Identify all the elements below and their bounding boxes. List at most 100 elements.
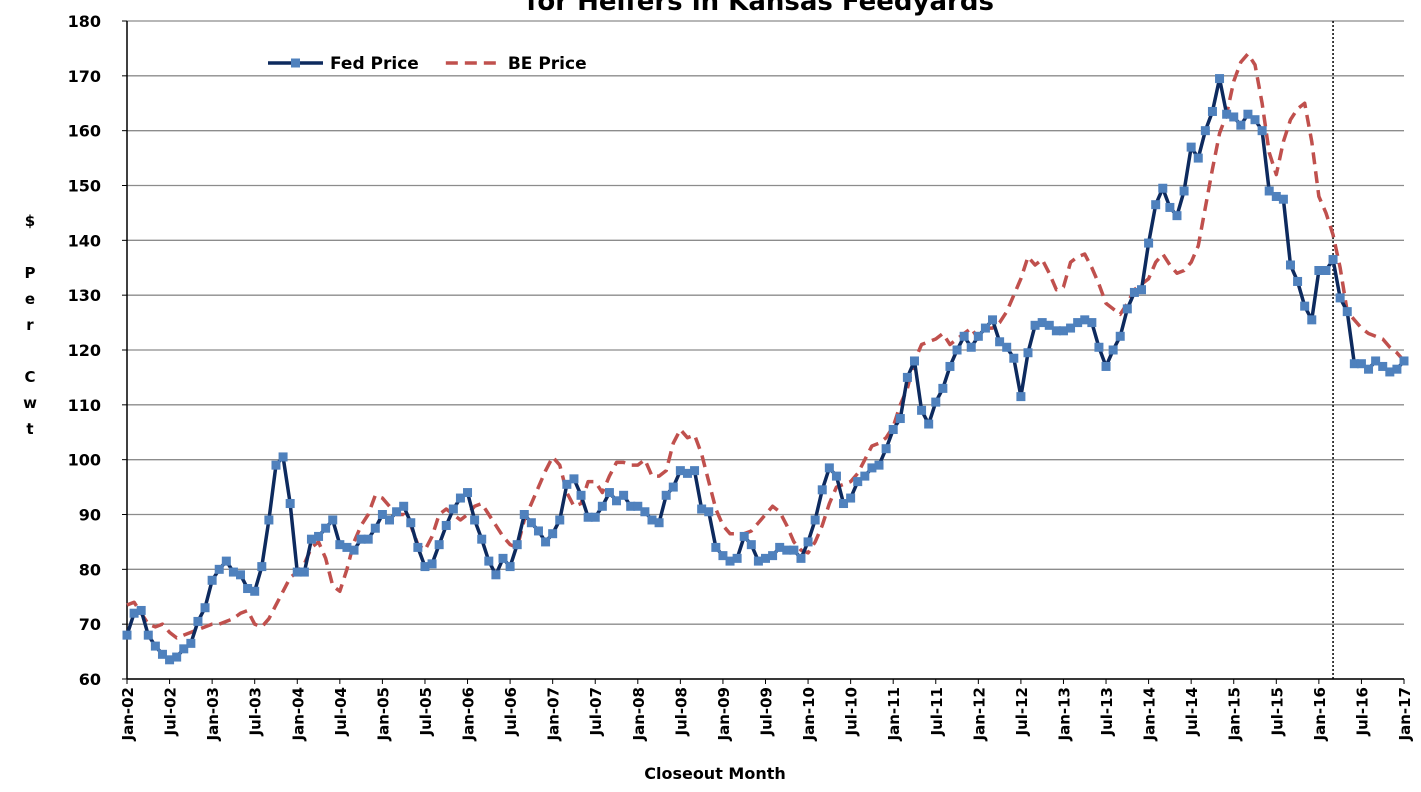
data-point — [193, 616, 203, 626]
data-point — [250, 586, 260, 596]
data-point — [285, 499, 295, 509]
x-tick-label: Jul-04 — [332, 687, 350, 737]
data-point — [917, 405, 927, 415]
y-tick-label: 100 — [68, 451, 101, 470]
data-point — [753, 556, 763, 566]
data-point — [640, 507, 650, 517]
x-tick-label: Jan-09 — [715, 687, 733, 741]
data-point — [448, 504, 458, 514]
data-point — [725, 556, 735, 566]
data-point — [1392, 364, 1402, 374]
data-point — [576, 490, 586, 500]
data-point — [363, 534, 373, 544]
data-point — [1236, 120, 1246, 130]
data-point — [1108, 345, 1118, 355]
data-point — [406, 518, 416, 528]
data-point — [1051, 326, 1061, 336]
data-point — [1066, 323, 1076, 333]
data-point — [1144, 238, 1154, 248]
data-point — [654, 518, 664, 528]
data-point — [682, 468, 692, 478]
data-point — [1193, 153, 1203, 163]
data-point — [902, 372, 912, 382]
data-point — [356, 534, 366, 544]
data-point — [952, 345, 962, 355]
data-point — [1080, 315, 1090, 325]
data-point — [973, 331, 983, 341]
data-point — [626, 501, 636, 511]
data-point — [314, 531, 324, 541]
y-tick-label: 130 — [68, 286, 101, 305]
data-point — [796, 553, 806, 563]
x-tick-label: Jul-10 — [843, 687, 861, 737]
data-point — [1115, 331, 1125, 341]
data-point — [1044, 320, 1054, 330]
data-point — [590, 512, 600, 522]
x-tick-label: Jul-03 — [247, 687, 265, 737]
data-point — [604, 488, 614, 498]
data-point — [129, 608, 139, 618]
data-point — [1137, 285, 1147, 295]
data-point — [775, 542, 785, 552]
data-point — [1186, 142, 1196, 152]
data-point — [938, 383, 948, 393]
x-tick-label: Jan-07 — [545, 687, 563, 741]
x-tick-label: Jul-14 — [1183, 687, 1201, 737]
data-point — [186, 638, 196, 648]
data-point — [1335, 293, 1345, 303]
data-point — [370, 523, 380, 533]
data-point — [377, 510, 387, 519]
data-point — [704, 507, 714, 517]
data-point — [228, 567, 238, 577]
data-point — [1151, 200, 1161, 210]
data-point — [214, 564, 224, 574]
data-point — [1030, 320, 1040, 330]
data-point — [1378, 361, 1388, 371]
data-point — [257, 562, 267, 572]
data-point — [1094, 342, 1104, 352]
data-point — [321, 523, 331, 533]
x-tick-label: Jul-09 — [758, 687, 776, 737]
data-point — [895, 414, 905, 424]
data-point — [1300, 301, 1310, 311]
data-point — [1002, 342, 1012, 352]
data-point — [299, 567, 309, 577]
data-point — [810, 515, 820, 525]
data-point — [1385, 367, 1395, 377]
data-point — [874, 460, 884, 470]
data-point — [612, 496, 622, 506]
legend-label: Fed Price — [330, 54, 419, 74]
data-point — [1399, 356, 1409, 366]
data-point — [541, 537, 551, 547]
data-point — [505, 562, 515, 572]
data-point — [306, 534, 316, 544]
data-point — [1207, 106, 1217, 116]
data-point — [761, 553, 770, 563]
data-point — [1037, 318, 1047, 328]
data-point — [498, 553, 508, 563]
data-point — [512, 540, 522, 550]
data-point — [966, 342, 976, 352]
data-point — [1371, 356, 1381, 366]
series-line — [126, 52, 1406, 640]
data-point — [1321, 265, 1331, 275]
data-point — [491, 570, 501, 580]
data-point — [668, 482, 678, 492]
data-point — [420, 562, 430, 572]
data-point — [718, 551, 728, 561]
data-point — [768, 551, 778, 561]
data-point — [1349, 359, 1359, 369]
data-point — [619, 490, 629, 500]
data-point — [463, 488, 473, 498]
data-point — [484, 556, 494, 566]
data-point — [980, 323, 990, 333]
data-point — [384, 515, 394, 525]
data-point — [1165, 202, 1175, 212]
data-point — [881, 444, 891, 454]
data-point — [1222, 109, 1232, 119]
legend-marker — [291, 58, 300, 68]
data-point — [1285, 260, 1295, 270]
y-tick-label: 180 — [68, 12, 101, 31]
x-tick-label: Jan-03 — [204, 687, 222, 741]
